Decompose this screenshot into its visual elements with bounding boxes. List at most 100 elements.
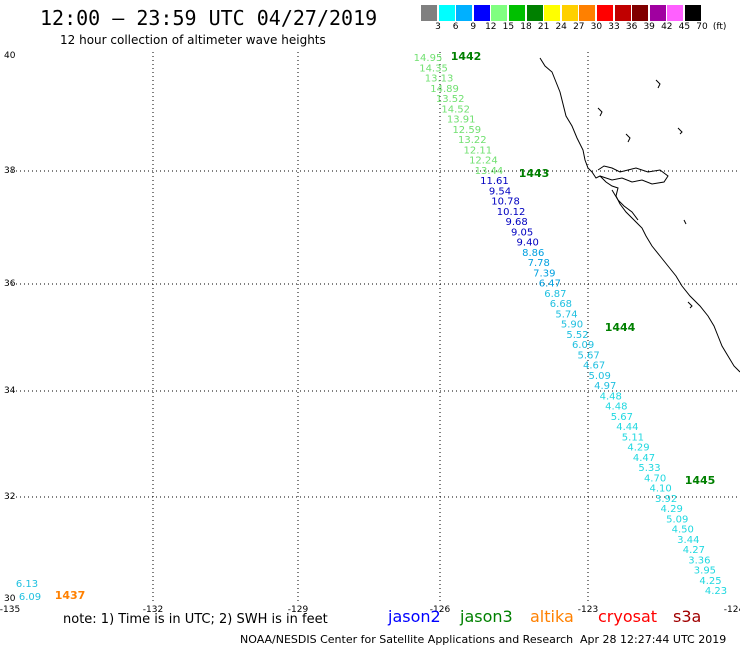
lat-tick-label: 32 [4, 492, 15, 502]
legend-label: 39 [643, 22, 655, 32]
legend-swatch [509, 5, 525, 21]
swh-value: 6.09 [572, 340, 594, 351]
legend-label: 33 [608, 22, 620, 32]
swh-value: 9.05 [511, 227, 533, 238]
swh-value: 9.54 [489, 186, 511, 197]
legend-swatch [438, 5, 455, 21]
legend-swatch [456, 5, 473, 21]
swh-value: 4.27 [683, 545, 705, 556]
legend-label: 15 [502, 22, 515, 32]
swh-value: 7.78 [528, 258, 550, 269]
legend-swatch [491, 5, 508, 21]
swh-value: 6.47 [539, 279, 561, 290]
swh-value: 5.11 [622, 432, 644, 443]
timestamp: Apr 28 12:27:44 UTC 2019 [580, 633, 727, 646]
legend-swatch [649, 5, 666, 21]
swh-value: 5.33 [638, 463, 660, 474]
pass-number-label: 1445 [685, 474, 716, 487]
swh-value: 4.48 [605, 402, 627, 413]
lon-tick-label: -129 [288, 605, 309, 615]
swh-value: 6.68 [550, 299, 572, 310]
swh-value: 3.95 [694, 566, 716, 577]
swh-value: 7.39 [533, 268, 555, 279]
swh-value: 13.13 [425, 74, 454, 85]
legend-label: 3 [435, 22, 441, 32]
swh-value: 9.68 [505, 217, 527, 228]
satellite-name-altika: altika [530, 607, 574, 626]
coastline [539, 57, 740, 373]
swh-value: 5.67 [611, 412, 633, 423]
legend-label: 36 [625, 22, 638, 32]
swh-value: 4.44 [616, 422, 638, 433]
legend-label: 12 [485, 22, 497, 32]
coast-islet-1 [655, 79, 661, 89]
lat-tick-label: 40 [4, 51, 16, 61]
credit-text: NOAA/NESDIS Center for Satellite Applica… [240, 633, 574, 646]
swh-value: 13.91 [447, 115, 476, 126]
lat-tick-label: 36 [4, 279, 16, 289]
satellite-name-cryosat: cryosat [598, 607, 658, 626]
swh-value: 4.50 [672, 525, 694, 536]
lon-tick-label: -126 [430, 605, 451, 615]
pass-number-label: 1442 [451, 50, 482, 63]
legend-label: 42 [661, 22, 673, 32]
swh-value: 13.22 [458, 135, 487, 146]
satellite-name-s3a: s3a [673, 607, 702, 626]
swh-value: 3.36 [688, 555, 710, 566]
lon-tick-label: -124 [724, 605, 740, 615]
swh-value: 6.13 [16, 579, 38, 590]
legend-swatch [579, 5, 596, 21]
swh-value: 12.59 [452, 125, 481, 136]
swh-value: 3.44 [677, 535, 699, 546]
legend-swatch [421, 5, 437, 21]
swh-value: 13.44 [475, 166, 504, 177]
bay-outline [597, 165, 669, 185]
pass-number-label: 1444 [605, 321, 636, 334]
swh-value: 5.09 [589, 371, 611, 382]
page-title: 12:00 – 23:59 UTC 04/27/2019 [40, 6, 378, 30]
coast-islet-5 [687, 301, 693, 309]
swh-value: 14.95 [414, 53, 443, 64]
legend-label: 6 [452, 22, 459, 32]
pass-number-label: 1437 [55, 589, 86, 602]
axis-tick-labels: -135 -132 -129 -126 -123 -124 40 38 36 34 32 30 [0, 51, 740, 615]
footer-note: note: 1) Time is in UTC; 2) SWH is in fe… [63, 612, 328, 627]
inner-bay [611, 189, 639, 221]
swh-value: 4.70 [644, 473, 666, 484]
legend-label: 9 [470, 22, 477, 32]
legend-label: 70 [696, 22, 708, 32]
pass-labels: 1442 1443 1444 1445 1437 [55, 50, 716, 602]
swh-value: 6.87 [544, 289, 566, 300]
satellite-name-jason3: jason3 [460, 607, 513, 626]
lat-tick-label: 38 [4, 166, 16, 176]
legend-label: (ft) [712, 22, 727, 32]
coast-islet-6 [683, 219, 687, 225]
legend-swatch [526, 5, 543, 21]
coast-islet-2 [597, 107, 603, 117]
swh-value: 4.10 [649, 484, 671, 495]
swh-value: 5.09 [666, 514, 688, 525]
legend-swatch [544, 5, 561, 21]
legend-swatch [667, 5, 684, 21]
swh-value: 4.67 [583, 361, 605, 372]
legend-swatch [632, 5, 649, 21]
wave-height-values: 14.9514.3513.1314.8913.5214.5213.9112.59… [16, 53, 727, 603]
swh-value: 5.74 [555, 309, 577, 320]
legend-label: 30 [590, 22, 603, 32]
lon-tick-label: -135 [0, 605, 20, 615]
swh-value: 14.52 [441, 104, 470, 115]
swh-value: 4.48 [600, 391, 622, 402]
legend-swatch [561, 5, 578, 21]
swh-value: 4.25 [699, 576, 721, 587]
swh-value: 11.61 [480, 176, 509, 187]
pass-number-label: 1443 [519, 167, 550, 180]
swh-value: 12.11 [464, 145, 493, 156]
swh-value: 4.97 [594, 381, 616, 392]
lat-tick-label: 34 [4, 386, 16, 396]
swh-value: 6.09 [19, 592, 41, 603]
swh-value: 5.90 [561, 320, 583, 331]
legend-label: 27 [573, 22, 585, 32]
swh-value: 8.86 [522, 248, 544, 259]
legend-label: 18 [520, 22, 532, 32]
